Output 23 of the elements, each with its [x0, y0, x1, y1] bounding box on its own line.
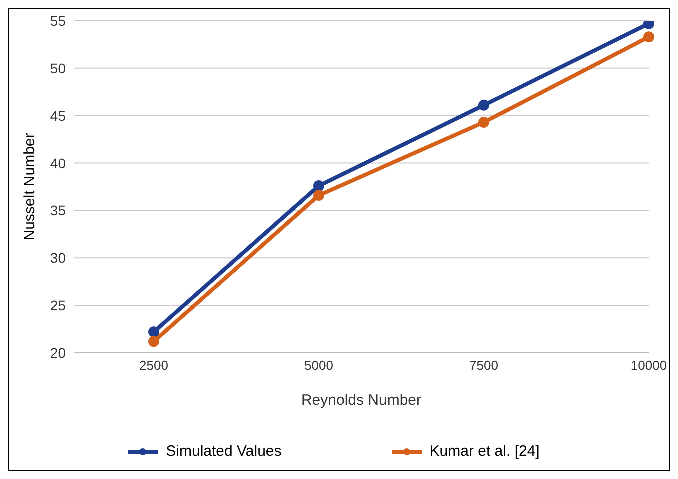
x-axis-title: Reynolds Number	[301, 392, 422, 409]
x-tick-label: 2500	[140, 358, 168, 374]
point	[148, 326, 160, 338]
x-tick-label: 10000	[630, 358, 668, 374]
point	[478, 116, 490, 128]
y-tick-label: 20	[50, 344, 66, 361]
legend-label: Kumar et al. [24]	[430, 443, 540, 460]
y-tick-label: 50	[50, 60, 66, 76]
x-tick-label: 5000	[304, 358, 334, 374]
point	[314, 190, 324, 202]
y-tick-label: 35	[50, 202, 66, 219]
y-axis-title: Nusselt Number	[21, 133, 38, 241]
y-tick-label: 45	[50, 108, 66, 124]
y-tick-label: 40	[50, 155, 66, 172]
point	[644, 32, 654, 43]
y-tick-label: 25	[50, 298, 66, 314]
y-tick-label: 55	[50, 12, 66, 29]
point	[478, 100, 490, 111]
point	[314, 180, 324, 192]
legend-label: Simulated Values	[166, 443, 282, 460]
point	[148, 336, 160, 348]
x-tick-label: 7500	[470, 358, 498, 374]
y-tick-label: 30	[50, 250, 66, 266]
